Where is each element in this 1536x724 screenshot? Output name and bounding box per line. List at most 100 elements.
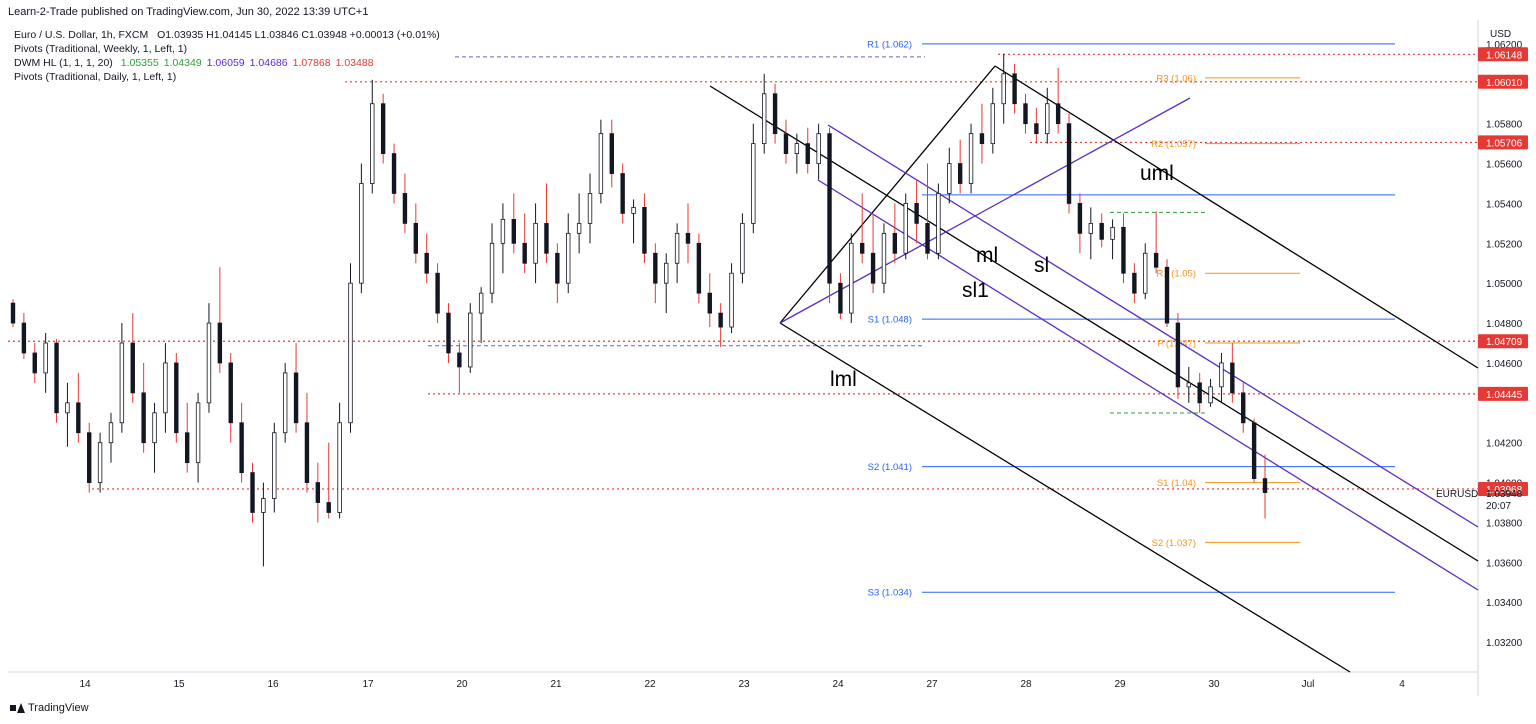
weekly-pivot-label: R1 (1.062) <box>867 39 912 50</box>
tradingview-logo[interactable]: TradingView <box>10 702 89 714</box>
candle-body <box>1034 123 1039 135</box>
candle-body <box>620 173 625 214</box>
daily-pivot-label: R2 (1.057) <box>1151 139 1196 150</box>
indicator-weekly-pivots[interactable]: Pivots (Traditional, Weekly, 1, Left, 1) <box>14 43 188 55</box>
price-tick-label: 1.05200 <box>1486 239 1523 250</box>
dwm-value: 1.05355 <box>120 57 159 69</box>
candle-body <box>838 282 843 314</box>
candle-body <box>326 502 331 513</box>
candle-body <box>359 183 364 284</box>
candle-body <box>370 103 375 184</box>
candle-body <box>783 133 789 154</box>
candle-body <box>511 218 516 244</box>
candle-body <box>282 372 288 434</box>
candle-body <box>65 402 70 414</box>
candle-body <box>195 402 201 464</box>
candle-body <box>217 322 223 364</box>
price-badge <box>1478 481 1528 496</box>
dwm-value: 1.04686 <box>249 57 288 69</box>
candle-body <box>892 232 898 254</box>
candle-body <box>304 422 310 483</box>
indicator-dwm-hl[interactable]: DWM HL (1, 1, 1, 20) 1.05355 1.04349 1.060… <box>14 57 374 69</box>
candle-body <box>685 232 691 244</box>
candle-body <box>544 222 549 254</box>
time-axis[interactable]: 14 15 16 17 20 21 22 23 24 27 28 29 30 Jul 4 <box>79 679 1405 690</box>
candle-body <box>478 292 484 314</box>
candle-body <box>903 203 908 254</box>
candle-body <box>130 342 135 394</box>
price-badge <box>1478 135 1528 150</box>
candle-body <box>174 362 179 434</box>
candle-body <box>348 282 353 424</box>
candle-body <box>859 242 865 254</box>
pitchfork-line <box>779 65 996 324</box>
price-axis[interactable]: 1.06200 1.05800 1.05600 1.05400 1.05200 1.050… <box>1436 40 1528 649</box>
price-badge-label: 1.04445 <box>1486 390 1523 401</box>
candle-body <box>827 133 832 284</box>
candle-body <box>849 242 854 314</box>
time-tick-label: 14 <box>79 679 91 690</box>
candle-body <box>228 362 233 424</box>
dwm-value: 1.03488 <box>335 57 374 69</box>
time-tick-label: 4 <box>1399 679 1405 690</box>
candle-body <box>32 352 37 374</box>
price-tick-label: 1.04800 <box>1486 319 1523 330</box>
candle-body <box>1121 226 1126 274</box>
candle-body <box>979 133 985 145</box>
candle-body <box>936 193 941 254</box>
candle-body <box>380 103 386 154</box>
candle-body <box>631 207 636 214</box>
symbol-title: Euro / U.S. Dollar, 1h, FXCM <box>14 29 149 41</box>
daily-pivot-label: S2 (1.037) <box>1152 538 1196 549</box>
price-tick-label: 1.05400 <box>1486 199 1523 210</box>
candle-body <box>1241 392 1246 424</box>
candle-body <box>947 163 952 194</box>
candle-body <box>587 193 593 224</box>
candle-body <box>566 232 571 284</box>
indicator-daily-pivots[interactable]: Pivots (Traditional, Daily, 1, Left, 1) <box>14 71 177 83</box>
candle-body <box>261 498 266 513</box>
candle-body <box>718 312 723 328</box>
symbol-legend[interactable]: Euro / U.S. Dollar, 1h, FXCM O1.03935 H1… <box>14 29 440 41</box>
candle-body <box>653 252 658 284</box>
candle-body <box>729 272 734 328</box>
pitchfork-line <box>709 85 1479 562</box>
candle-body <box>1066 123 1072 204</box>
publisher-line: Learn-2-Trade published on TradingView.c… <box>8 6 369 18</box>
candle-body <box>489 242 495 294</box>
candle-body <box>881 232 887 284</box>
candle-body <box>598 133 604 194</box>
price-tick-label: 1.05600 <box>1486 160 1523 171</box>
candle-body <box>1197 382 1202 404</box>
candle-body <box>76 402 81 434</box>
dwm-value: 1.06059 <box>206 57 245 69</box>
candle-body <box>740 222 745 274</box>
candle-body <box>805 143 810 164</box>
candle-body <box>43 342 48 374</box>
indicator-dwm-hl-values: 1.05355 1.04349 1.06059 1.04686 1.07868 1.034… <box>116 57 374 69</box>
candle-body <box>250 472 255 513</box>
candle-body <box>914 203 919 224</box>
candle-body <box>500 218 506 244</box>
daily-pivot-label: R1 (1.05) <box>1156 269 1196 280</box>
candle-body <box>424 252 429 274</box>
price-badge-label: 1.03968 <box>1486 485 1523 496</box>
candle-body <box>1164 266 1170 324</box>
candle-body <box>1088 222 1094 234</box>
candle-body <box>1045 103 1050 135</box>
candle-body <box>337 422 342 513</box>
candle-body <box>446 312 451 354</box>
time-tick-label: 23 <box>738 679 750 690</box>
price-tick-label: 1.03600 <box>1486 558 1523 569</box>
tradingview-logo-icon <box>10 703 25 713</box>
price-badge-label: 1.05706 <box>1486 138 1523 149</box>
pitchfork-label-sl: sl <box>1034 254 1049 277</box>
price-badge <box>1478 47 1528 62</box>
candle-body <box>1099 222 1104 240</box>
price-tick-label: 1.03400 <box>1486 598 1523 609</box>
candle-body <box>1175 322 1181 388</box>
candle-body <box>119 342 125 424</box>
ohlc-values: O1.03935 H1.04145 L1.03846 C1.03948 +0.0… <box>157 29 440 41</box>
candle-body <box>674 232 680 264</box>
